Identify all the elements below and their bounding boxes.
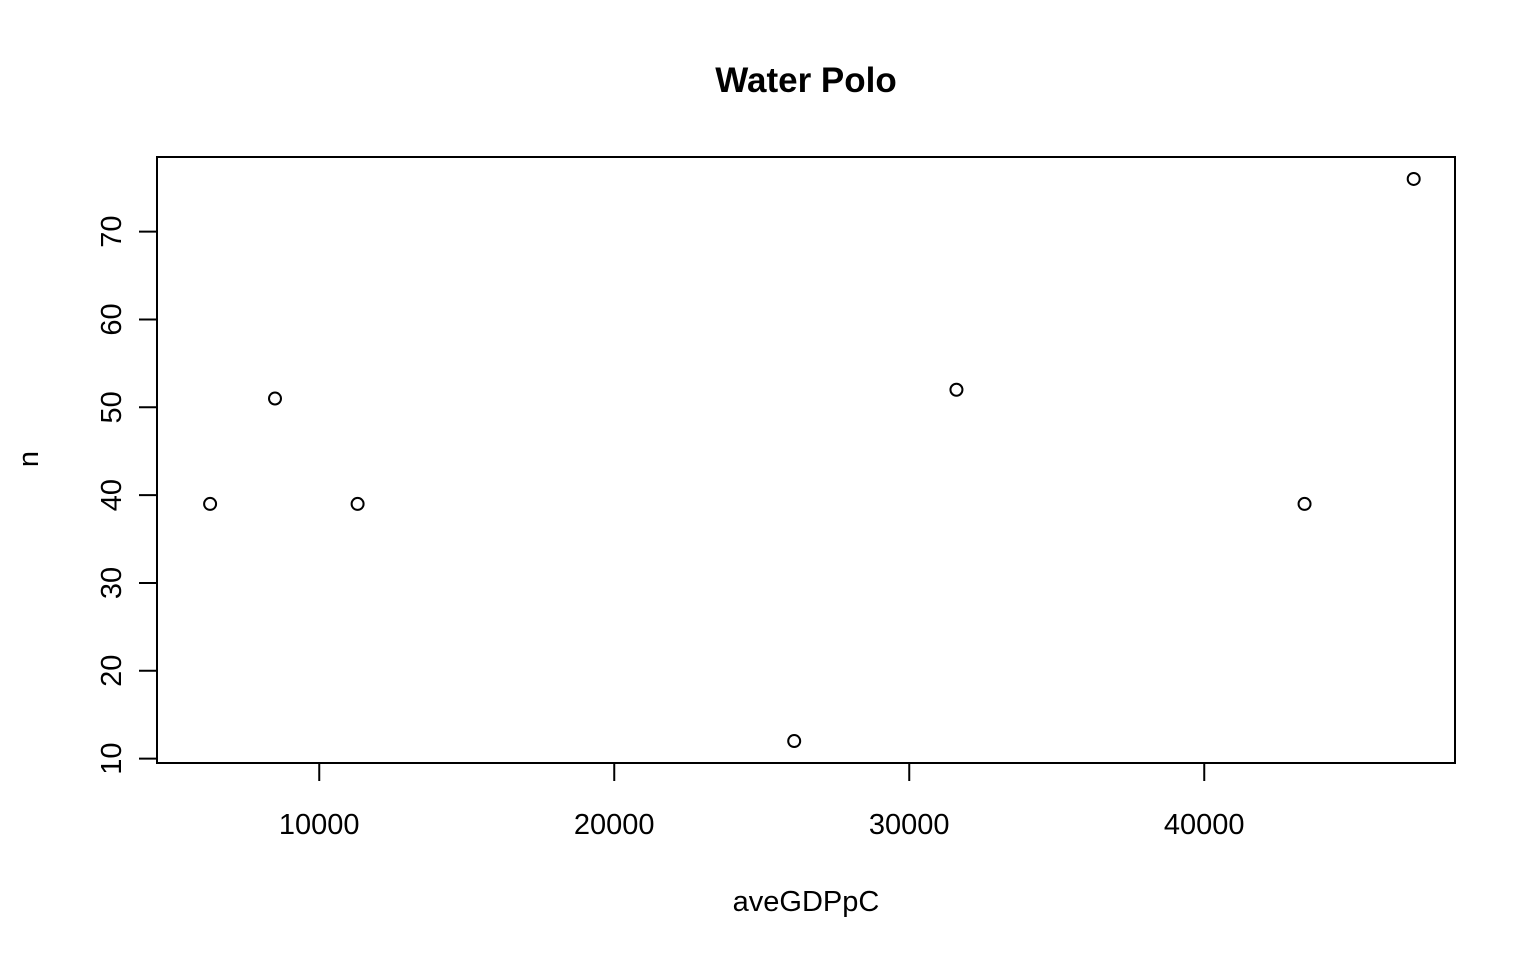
y-axis: 10 20 30 40 50 60 70 <box>96 216 158 775</box>
x-tick-label: 40000 <box>1164 809 1245 841</box>
x-axis-label: aveGDPpC <box>733 886 880 918</box>
y-tick-label: 40 <box>96 479 128 511</box>
y-tick-label: 70 <box>96 216 128 248</box>
y-axis-label: n <box>13 451 45 467</box>
chart-title: Water Polo <box>715 61 897 100</box>
x-axis: 10000 20000 30000 40000 <box>279 762 1245 841</box>
data-point <box>1297 496 1312 511</box>
data-points <box>203 171 1421 749</box>
y-tick-label: 10 <box>96 742 128 774</box>
x-tick-label: 20000 <box>574 809 655 841</box>
data-point <box>268 391 282 406</box>
y-tick-label: 30 <box>96 567 128 599</box>
y-tick-label: 50 <box>96 391 128 423</box>
data-point <box>350 496 365 511</box>
y-tick-label: 60 <box>96 303 128 335</box>
x-tick-label: 10000 <box>279 809 360 841</box>
x-tick-label: 30000 <box>869 809 950 841</box>
data-point <box>949 382 964 397</box>
data-point <box>203 496 218 511</box>
y-tick-label: 20 <box>96 655 128 687</box>
data-point <box>1406 171 1421 186</box>
plot-frame <box>156 156 1456 764</box>
data-point <box>787 734 802 749</box>
